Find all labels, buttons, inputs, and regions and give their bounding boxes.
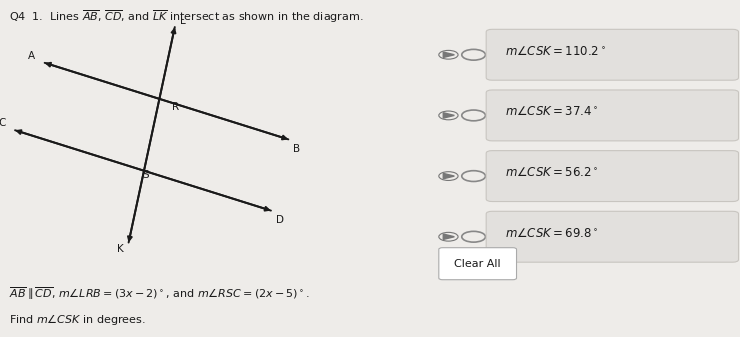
Text: C: C — [0, 118, 5, 128]
FancyBboxPatch shape — [486, 90, 739, 141]
FancyBboxPatch shape — [486, 151, 739, 202]
FancyBboxPatch shape — [439, 248, 517, 280]
Text: Clear All: Clear All — [454, 259, 501, 269]
Text: Q4  1.  Lines $\overline{AB}$, $\overline{CD}$, and $\overline{LK}$ intersect as: Q4 1. Lines $\overline{AB}$, $\overline{… — [9, 8, 363, 25]
Text: $m\angle CSK = 110.2^\circ$: $m\angle CSK = 110.2^\circ$ — [505, 45, 606, 59]
Text: Find $m\angle CSK$ in degrees.: Find $m\angle CSK$ in degrees. — [9, 312, 146, 327]
Text: L: L — [180, 16, 185, 26]
Text: $m\angle CSK = 56.2^\circ$: $m\angle CSK = 56.2^\circ$ — [505, 167, 599, 180]
FancyBboxPatch shape — [486, 29, 739, 80]
Text: B: B — [293, 144, 300, 154]
Polygon shape — [443, 52, 454, 57]
Text: A: A — [28, 51, 35, 61]
Text: $m\angle CSK = 69.8^\circ$: $m\angle CSK = 69.8^\circ$ — [505, 227, 599, 241]
Polygon shape — [443, 113, 454, 118]
FancyBboxPatch shape — [486, 211, 739, 262]
Text: R: R — [172, 102, 179, 113]
Polygon shape — [443, 173, 454, 179]
Polygon shape — [443, 234, 454, 239]
Text: K: K — [117, 244, 124, 254]
Text: S: S — [143, 170, 149, 180]
Text: $m\angle CSK = 37.4^\circ$: $m\angle CSK = 37.4^\circ$ — [505, 106, 599, 119]
Text: D: D — [276, 215, 283, 225]
Text: $\overline{AB} \parallel \overline{CD}$, $m\angle LRB = (3x-2)^\circ$, and $m\an: $\overline{AB} \parallel \overline{CD}$,… — [9, 285, 310, 302]
